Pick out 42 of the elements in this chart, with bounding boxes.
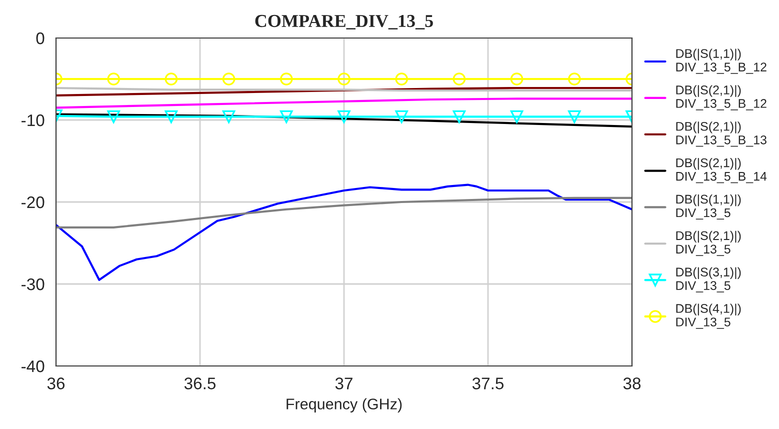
- point: [164, 110, 178, 124]
- point: [338, 110, 350, 124]
- legend-label: DB(|S(4,1)|) DIV_13_5: [676, 304, 741, 329]
- point: [568, 110, 581, 124]
- point: [280, 72, 293, 86]
- point: [164, 72, 178, 86]
- point: [222, 72, 236, 86]
- point: [395, 110, 408, 124]
- chart-title: COMPARE_DIV_13_5: [255, 14, 433, 30]
- legend-label: DB(|S(1,1)|) DIV_13_5: [676, 194, 741, 220]
- x-tick-label: 37: [335, 378, 352, 390]
- y-tick-label: 0: [36, 32, 44, 44]
- point: [452, 72, 466, 86]
- legend-label: DB(|S(3,1)|) DIV_13_5: [676, 267, 741, 292]
- x-tick-label: 36: [47, 378, 65, 390]
- point: [280, 110, 293, 124]
- point: [107, 110, 120, 124]
- point: [338, 72, 350, 86]
- line-series: [56, 98, 632, 109]
- point: [222, 110, 236, 124]
- line-series: [56, 196, 632, 228]
- y-tick-label: -30: [22, 278, 44, 290]
- legend-label: DB(|S(2,1)|) DIV_13_5_B_14: [676, 158, 767, 184]
- legend-label: DB(|S(2,1)|) DIV_13_5: [676, 230, 741, 256]
- x-tick-label: 37.5: [472, 378, 504, 390]
- y-tick-label: -20: [22, 196, 44, 208]
- x-axis-title: Frequency (GHz): [286, 398, 402, 412]
- point: [452, 110, 466, 124]
- legend-label: DB(|S(2,1)|) DIV_13_5_B_13: [676, 122, 766, 147]
- point: [510, 72, 524, 86]
- legend-label: DB(|S(2,1)|) DIV_13_5_B_12: [676, 85, 766, 110]
- point: [568, 72, 581, 86]
- line-series: [56, 184, 632, 281]
- y-tick-label: -10: [22, 114, 44, 126]
- legend-label: DB(|S(1,1)|) DIV_13_5_B_12: [676, 48, 766, 74]
- y-tick-label: -40: [22, 360, 44, 372]
- line-series: [56, 86, 632, 96]
- point: [395, 72, 408, 86]
- x-tick-label: 38: [623, 378, 641, 390]
- point: [107, 72, 120, 86]
- point: [510, 110, 524, 124]
- x-tick-label: 36.5: [184, 378, 216, 390]
